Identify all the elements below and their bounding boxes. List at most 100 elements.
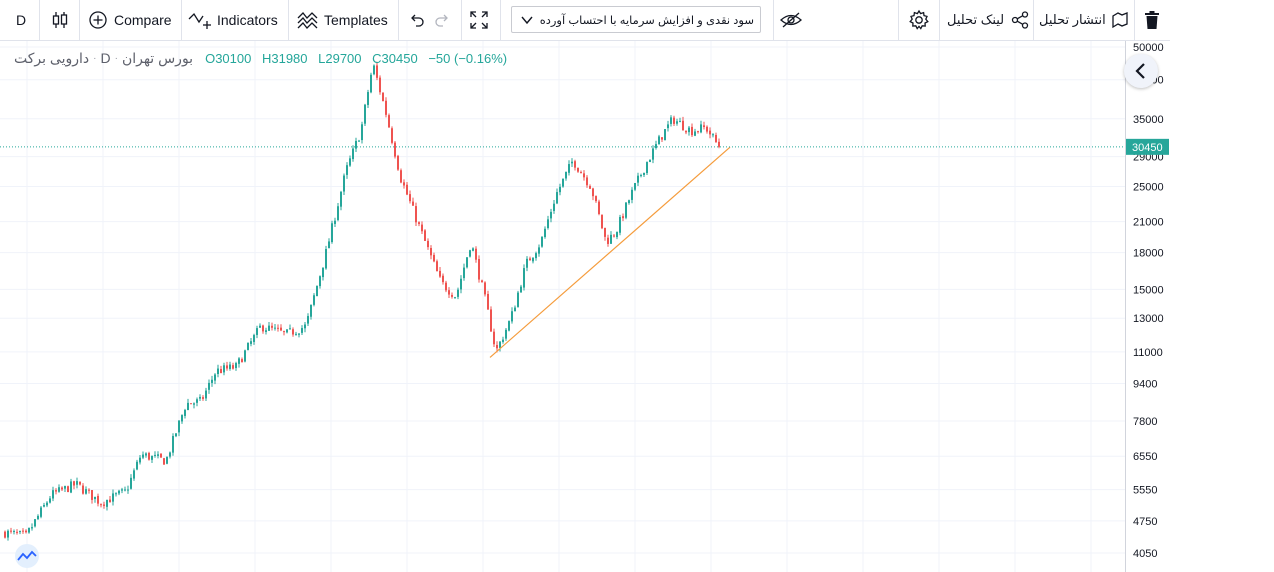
candle-body (118, 490, 120, 494)
candle-body (58, 487, 60, 492)
candle-body (4, 531, 6, 538)
candle-body (400, 170, 402, 183)
open-value: O30100 (205, 50, 252, 66)
candle-body (610, 234, 612, 244)
candle-body (520, 286, 522, 293)
candle-body (82, 485, 84, 494)
candle-body (106, 499, 108, 507)
study-select-value: سود نقدی و افزایش سرمایه با احتساب آورده (539, 14, 754, 27)
scroll-back-button[interactable] (1124, 54, 1158, 88)
candle-body (487, 293, 489, 310)
candle-body (193, 403, 195, 405)
candle-body (649, 159, 651, 162)
indicators-button[interactable]: Indicators (188, 0, 278, 40)
templates-icon (297, 10, 319, 30)
toolbar-divider (1033, 0, 1034, 40)
candle-body (241, 359, 243, 363)
chart-type-button[interactable] (49, 0, 71, 40)
last-price-label: 30450 (1132, 142, 1163, 154)
study-select[interactable]: سود نقدی و افزایش سرمایه با احتساب آورده (511, 6, 761, 33)
exchange-name: بورس تهران (121, 49, 194, 66)
delete-button[interactable] (1143, 0, 1161, 40)
candle-body (532, 257, 534, 262)
candle-body (223, 365, 225, 373)
candle-body (217, 368, 219, 375)
candle-body (232, 365, 234, 369)
candle-body (55, 490, 57, 492)
y-tick-label: 7800 (1133, 416, 1157, 428)
candle-body (415, 206, 417, 223)
settings-button[interactable] (908, 0, 930, 40)
candle-body (478, 259, 480, 280)
candle-body (499, 341, 501, 348)
toolbar-divider (500, 0, 501, 40)
undo-button[interactable] (407, 0, 425, 40)
candle-body (544, 228, 546, 238)
candle-body (151, 455, 153, 460)
candle-body (136, 461, 138, 470)
candle-body (220, 369, 222, 373)
candle-body (718, 141, 720, 147)
indicators-label: Indicators (217, 12, 278, 28)
candle-body (97, 495, 99, 504)
fullscreen-icon (469, 10, 489, 30)
candle-body (283, 331, 285, 333)
candle-body (472, 248, 474, 251)
logo-icon (17, 550, 37, 561)
templates-label: Templates (324, 12, 388, 28)
candle-body (568, 164, 570, 173)
candle-body (259, 325, 261, 328)
candle-body (412, 201, 414, 206)
share-link-button[interactable]: لینک تحلیل (947, 0, 1030, 40)
interval-label: D (16, 12, 27, 28)
candle-body (91, 490, 93, 500)
interval-button[interactable]: D (16, 0, 26, 40)
candle-body (352, 148, 354, 160)
candle-body (625, 202, 627, 218)
candle-body (466, 257, 468, 268)
candle-body (694, 131, 696, 136)
toolbar-divider (461, 0, 462, 40)
candle-body (325, 249, 327, 269)
candle-body (664, 129, 666, 141)
candle-body (169, 452, 171, 457)
candle-body (61, 487, 63, 490)
candle-body (589, 186, 591, 189)
redo-button[interactable] (434, 0, 452, 40)
compare-button[interactable]: Compare (88, 0, 172, 40)
candle-body (640, 175, 642, 177)
hide-button[interactable] (779, 0, 803, 40)
candle-body (373, 65, 375, 75)
publish-label: انتشار تحلیل (1039, 12, 1106, 27)
candle-body (289, 328, 291, 330)
candle-body (706, 126, 708, 132)
candle-body (607, 237, 609, 244)
candle-body (85, 489, 87, 494)
publish-button[interactable]: انتشار تحلیل (1039, 0, 1130, 40)
candle-body (154, 454, 156, 456)
candle-body (460, 278, 462, 290)
candle-body (616, 232, 618, 238)
y-tick-label: 21000 (1133, 217, 1164, 229)
candle-body (316, 285, 318, 297)
candle-body (175, 433, 177, 437)
candle-body (334, 220, 336, 224)
candle-body (49, 498, 51, 503)
templates-button[interactable]: Templates (297, 0, 388, 40)
candle-body (133, 470, 135, 479)
candle-body (667, 124, 669, 129)
candle-body (643, 172, 645, 175)
candle-body (418, 222, 420, 224)
candle-body (652, 148, 654, 160)
candle-body (178, 420, 180, 433)
candle-body (598, 201, 600, 215)
candle-body (682, 120, 684, 131)
candle-body (661, 137, 663, 140)
fullscreen-button[interactable] (469, 0, 489, 40)
toolbar-divider (1134, 0, 1135, 40)
candle-body (214, 374, 216, 381)
candle-body (349, 158, 351, 166)
price-chart[interactable]: 4050 4750 5550 6550 7800 9400 11000 13000 15000 1… (0, 41, 1274, 572)
candle-body (271, 325, 273, 328)
candle-body (526, 258, 528, 268)
